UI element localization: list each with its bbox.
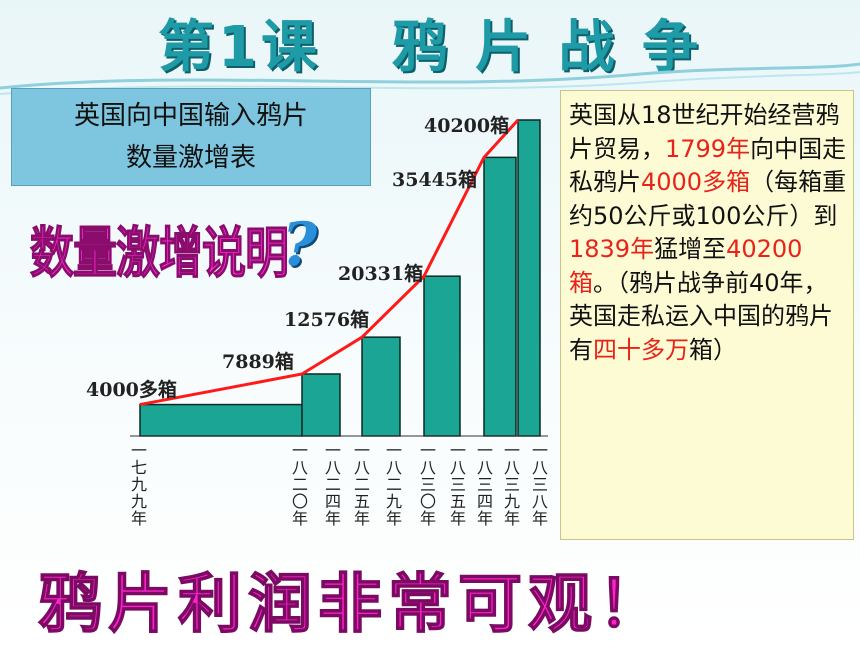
x-tick-label: 一八三九年 (504, 441, 520, 528)
note-segment: 。（鸦片战争前40年，英国走私运入中国的鸦片有 (569, 268, 833, 364)
note-segment: 向中国走私鸦片 (569, 134, 847, 197)
x-tick-label: 一八三五年 (450, 441, 466, 528)
note-segment: 猛增至 (654, 235, 727, 263)
chart-bar (301, 373, 341, 437)
note-segment: 1839年 (569, 235, 655, 263)
data-label: 4000多箱 (86, 378, 177, 401)
chart-bar (483, 156, 517, 437)
note-segment: 箱） (689, 335, 737, 364)
explanation-note: 英国从18世纪开始经营鸦片贸易，1799年向中国走私鸦片4000多箱（每箱重约5… (560, 90, 854, 540)
note-segment: 英国从18世纪开始经营鸦片贸易， (569, 101, 840, 163)
slogan: 鸦片利润非常可观！ (37, 567, 668, 643)
note-segment: 40200箱 (569, 235, 803, 297)
x-tick-label: 一八二四年 (325, 441, 341, 528)
chart-bar (423, 275, 461, 437)
x-tick-label: 一八二五年 (354, 441, 370, 528)
opium-import-chart: 4000多箱 7889箱 12576箱 20331箱 35445箱 40200箱一七九九年… (86, 114, 548, 528)
x-tick-label: 一八二〇年 (292, 441, 308, 528)
x-tick-label: 一八三四年 (477, 441, 493, 528)
data-label: 40200箱 (424, 114, 509, 137)
chart-bar (361, 336, 401, 437)
slide-title: 第1课 鸦 片 战 争 (158, 15, 702, 80)
chart-bar (517, 119, 541, 437)
question-mark-icon: ? (282, 210, 318, 280)
trend-line (139, 118, 520, 407)
note-segment: （每箱重约50公斤或100公斤）到 (569, 168, 847, 230)
chart-title-line2: 数量激增表 (125, 143, 256, 173)
x-tick-label: 一八二九年 (386, 441, 402, 528)
explanation-wordart: 数量激增说明 (30, 221, 290, 286)
chart-title-box: 英国向中国输入鸦片 数量激增表 (11, 88, 371, 186)
x-tick-label: 一八三八年 (532, 441, 548, 528)
data-label: 35445箱 (392, 168, 477, 191)
data-label: 7889箱 (222, 350, 294, 373)
data-label: 20331箱 (338, 262, 423, 285)
note-segment: 4000多箱 (641, 168, 751, 196)
data-label: 12576箱 (284, 308, 369, 331)
x-tick-label: 一七九九年 (131, 441, 147, 528)
title-decoration (0, 62, 860, 95)
note-segment: 1799年 (665, 134, 751, 163)
note-segment: 四十多万 (593, 335, 689, 364)
x-tick-label: 一八三〇年 (420, 441, 436, 528)
chart-bar (139, 403, 303, 437)
chart-title-line1: 英国向中国输入鸦片 (73, 101, 308, 131)
